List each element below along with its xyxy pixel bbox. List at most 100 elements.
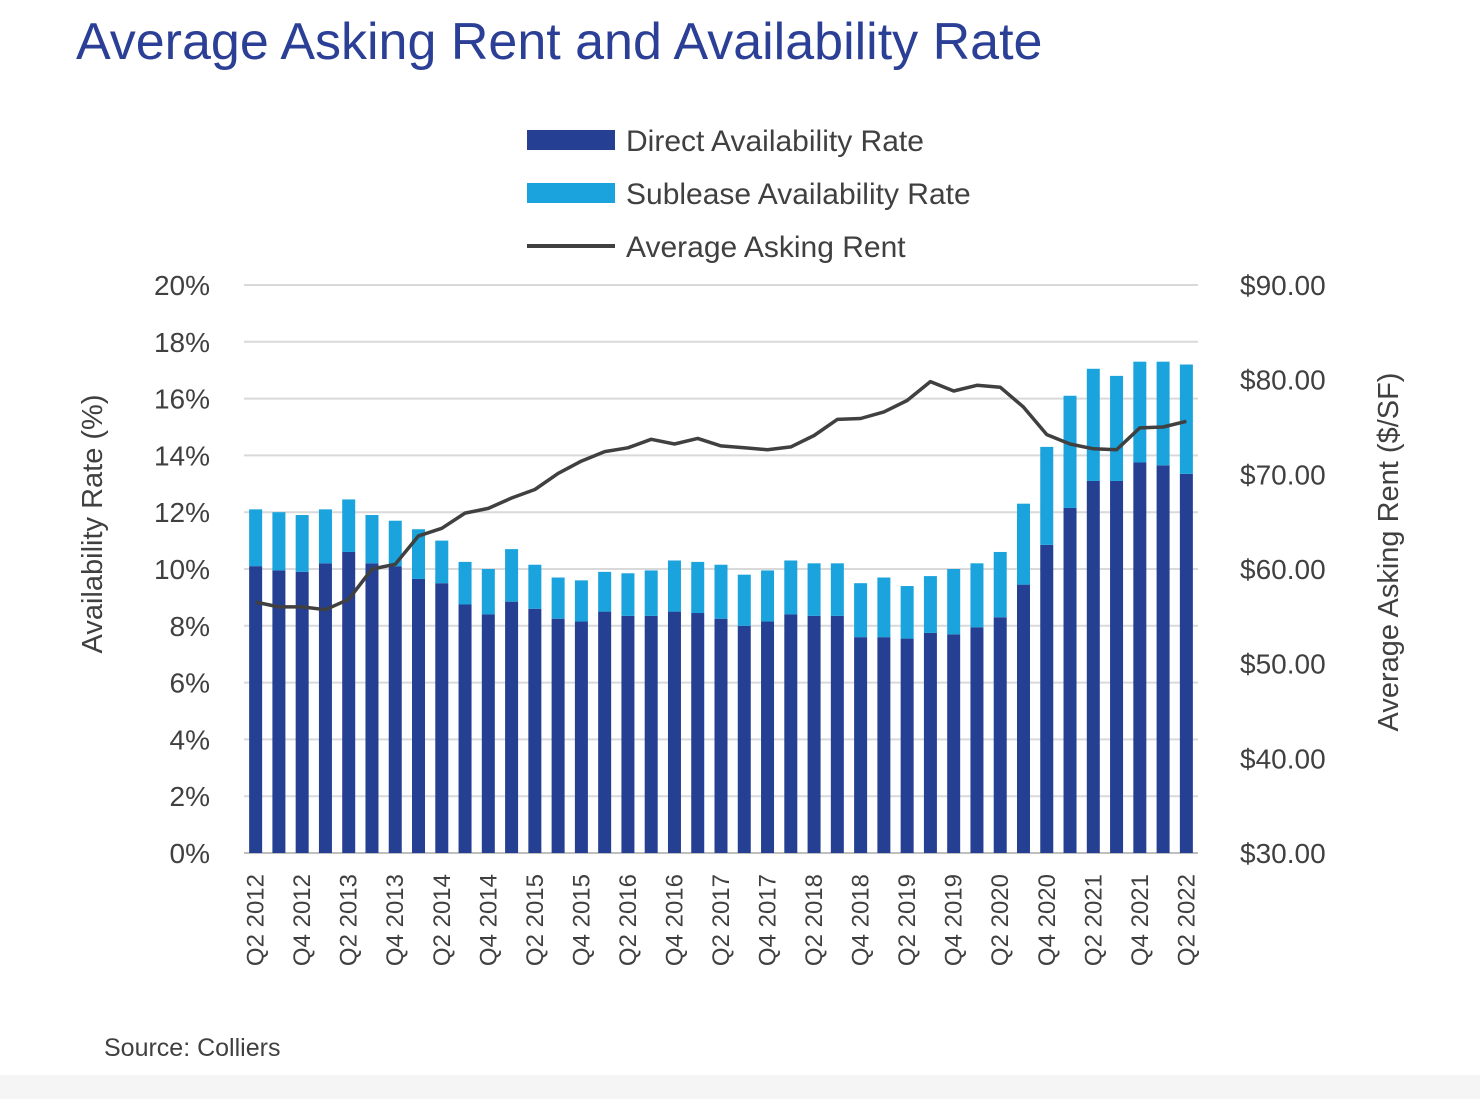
bar-sublease [342,499,356,552]
x-axis-ticks: Q2 2012 Q4 2012 Q2 2013 Q4 2013 Q2 2014 Q4 20… [243,874,1201,966]
bar-direct [691,613,705,853]
bar-sublease [1179,364,1193,474]
y-left-tick-label: 16% [154,384,210,415]
bar-direct [1179,473,1193,853]
y-right-tick-label: $90.00 [1240,270,1326,301]
bar-sublease [1156,361,1170,466]
bar-direct [505,601,519,853]
footer-band [0,1075,1480,1099]
y-left-tick-label: 6% [170,668,210,699]
bar-direct [598,611,612,853]
bar-direct [1040,544,1054,853]
x-tick-label: Q4 2020 [1034,874,1061,966]
bar-direct [970,627,984,853]
bar-sublease [970,563,984,628]
bar-sublease [877,577,891,638]
bar-sublease [365,515,379,564]
bar-direct [528,608,542,853]
y-left-tick-label: 4% [170,724,210,755]
bar-direct [1133,462,1147,853]
y-left-tick-label: 18% [154,327,210,358]
bar-direct [1086,480,1100,853]
bar-sublease [714,564,728,619]
legend: Direct Availability Rate Sublease Availab… [527,125,971,264]
bar-sublease [667,560,681,612]
y-right-tick-label: $70.00 [1240,459,1326,490]
bar-sublease [598,571,612,612]
bar-direct [784,614,798,853]
bar-direct [923,632,937,853]
bar-sublease [435,540,449,584]
bar-direct [947,634,961,853]
bar-direct [1156,465,1170,853]
y-right-tick-label: $50.00 [1240,649,1326,680]
x-tick-label: Q4 2021 [1127,874,1154,966]
x-tick-label: Q4 2013 [382,874,409,966]
bar-sublease [900,586,914,639]
bar-sublease [644,570,658,616]
y-left-axis-title: Availability Rate (%) [77,395,109,654]
bar-sublease [830,563,844,616]
bar-direct [249,566,263,853]
x-tick-label: Q4 2014 [475,874,502,966]
bar-sublease [1133,361,1147,463]
bar-direct [877,637,891,853]
chart-title: Average Asking Rent and Availability Rat… [76,13,1043,71]
bar-sublease [1016,503,1030,585]
bar-direct [667,611,681,853]
x-tick-label: Q2 2012 [243,874,270,966]
y-right-tick-label: $60.00 [1240,554,1326,585]
bar-direct [318,563,332,853]
y-left-tick-label: 14% [154,440,210,471]
left-axis-ticks: 0% 2% 4% 6% 8% 10% 12% 14% 16% 18% 20% [154,270,210,869]
bar-sublease [272,512,286,571]
bar-direct [737,625,751,853]
x-tick-label: Q2 2018 [801,874,828,966]
y-left-tick-label: 12% [154,497,210,528]
bar-direct [574,621,588,853]
right-axis-ticks: $30.00 $40.00 $50.00 $60.00 $70.00 $80.00 $90.… [1240,270,1326,869]
bar-sublease [551,577,565,619]
bar-sublease [784,560,798,615]
x-tick-label: Q2 2013 [336,874,363,966]
bar-sublease [691,561,705,614]
y-left-tick-label: 10% [154,554,210,585]
x-tick-label: Q2 2015 [522,874,549,966]
bar-direct [854,637,868,853]
x-tick-label: Q2 2016 [615,874,642,966]
bar-direct [295,571,309,853]
legend-label: Sublease Availability Rate [626,178,971,211]
bar-direct [342,551,356,853]
y-left-tick-label: 2% [170,781,210,812]
bars [249,361,1193,853]
bar-sublease [295,515,309,572]
bar-direct [807,615,821,853]
bar-sublease [458,561,472,605]
legend-swatch [527,130,615,150]
x-tick-label: Q2 2021 [1080,874,1107,966]
bar-sublease [761,570,775,622]
bar-sublease [621,573,635,616]
x-tick-label: Q2 2020 [987,874,1014,966]
bar-sublease [737,574,751,626]
legend-label: Average Asking Rent [626,231,906,264]
bar-sublease [1040,446,1054,545]
y-left-tick-label: 0% [170,838,210,869]
y-right-tick-label: $80.00 [1240,365,1326,396]
bar-sublease [1086,368,1100,481]
bar-direct [1016,584,1030,853]
x-tick-label: Q4 2015 [568,874,595,966]
bar-sublease [318,509,332,564]
x-tick-label: Q4 2016 [662,874,689,966]
y-left-tick-label: 8% [170,611,210,642]
bar-sublease [574,580,588,622]
rent-line [255,379,1187,612]
bar-direct [830,615,844,853]
y-right-tick-label: $40.00 [1240,743,1326,774]
bar-direct [900,638,914,853]
bar-direct [644,615,658,853]
bar-sublease [249,509,263,567]
y-right-tick-label: $30.00 [1240,838,1326,869]
bar-direct [412,578,426,853]
